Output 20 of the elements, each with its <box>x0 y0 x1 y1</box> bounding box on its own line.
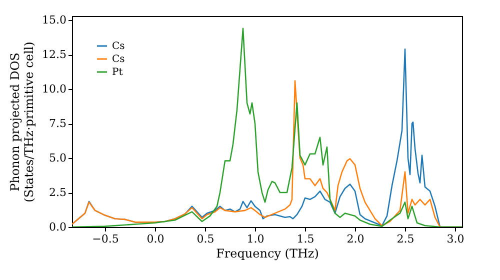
x-axis-title: Frequency (THz) <box>216 246 319 260</box>
x-tick-label: 2.5 <box>396 232 414 246</box>
x-tick-label: 1.5 <box>296 232 314 246</box>
x-tick-label: 1.0 <box>246 232 264 246</box>
y-tick-label: 7.5 <box>49 117 66 130</box>
y-axis-title: Phonon projected DOS (States/THz·primitive cell) <box>8 42 36 202</box>
legend-label: Pt <box>112 67 123 78</box>
y-tick-label: 5.0 <box>49 152 66 165</box>
y-tick-label: 15.0 <box>42 14 66 27</box>
y-tick-label: 0.0 <box>49 220 66 234</box>
x-tick-label: 2.0 <box>346 232 364 246</box>
x-tick-label: 0.0 <box>146 232 164 246</box>
x-tick-label: 3.0 <box>446 232 464 246</box>
legend-label: Cs <box>112 54 125 65</box>
y-tick-label: 10.0 <box>42 82 66 96</box>
y-tick-label: 2.5 <box>49 186 66 200</box>
y-tick-label: 12.5 <box>42 48 66 62</box>
legend-label: Cs <box>112 41 125 52</box>
x-tick-label: −0.5 <box>92 232 119 246</box>
x-tick-label: 0.5 <box>196 232 214 246</box>
